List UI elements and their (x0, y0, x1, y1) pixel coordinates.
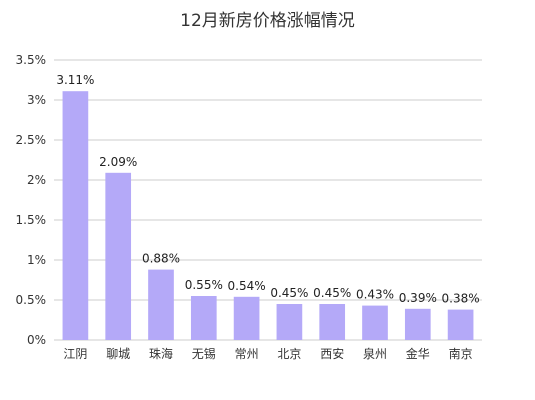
y-tick-label: 2.5% (16, 133, 47, 147)
bar (276, 304, 303, 340)
data-label: 0.54% (228, 279, 266, 293)
data-label: 0.39% (399, 291, 437, 305)
x-category-label: 江阴 (63, 347, 87, 361)
bar (148, 269, 174, 340)
data-labels: 3.11% 2.09% 0.88% 0.55% 0.54% 0.45% 0.45% 0.43%… (56, 73, 479, 305)
y-axis-tick-labels: 0% 0.5% 1% 1.5% 2% 2.5% 3% 3.5% (16, 53, 47, 347)
y-tick-label: 0.5% (16, 293, 47, 307)
x-category-label: 无锡 (192, 346, 216, 361)
bar-series (62, 91, 474, 340)
y-tick-label: 3.5% (16, 53, 47, 67)
bar (404, 308, 431, 340)
data-label: 0.43% (356, 288, 394, 302)
y-tick-label: 3% (27, 93, 46, 107)
data-label: 0.88% (142, 252, 180, 266)
x-category-label: 珠海 (149, 346, 173, 361)
x-category-label: 南京 (449, 346, 473, 361)
bar (105, 172, 132, 340)
x-category-label: 泉州 (363, 347, 387, 361)
bar (362, 305, 388, 340)
data-label: 0.38% (442, 292, 480, 306)
gridlines (54, 59, 482, 341)
data-label: 2.09% (99, 155, 137, 169)
data-label: 3.11% (56, 73, 94, 87)
data-label: 0.55% (185, 278, 223, 292)
x-category-label: 常州 (235, 347, 259, 361)
x-axis-category-labels: 江阴 聊城 珠海 无锡 常州 北京 西安 泉州 金华 南京 (63, 346, 472, 361)
bar (319, 304, 346, 340)
data-label: 0.45% (270, 286, 308, 300)
bar (62, 91, 89, 340)
y-tick-label: 0% (27, 333, 46, 347)
bar (233, 296, 260, 340)
x-category-label: 聊城 (106, 347, 130, 361)
bar (190, 296, 217, 340)
y-tick-label: 1.5% (16, 213, 47, 227)
x-category-label: 金华 (406, 346, 430, 361)
x-category-label: 北京 (277, 347, 301, 361)
y-tick-label: 1% (27, 253, 46, 267)
bar (447, 309, 474, 340)
y-tick-label: 2% (27, 173, 46, 187)
x-category-label: 西安 (320, 346, 344, 361)
chart-title: 12月新房价格涨幅情况 (180, 11, 355, 31)
data-label: 0.45% (313, 286, 351, 300)
